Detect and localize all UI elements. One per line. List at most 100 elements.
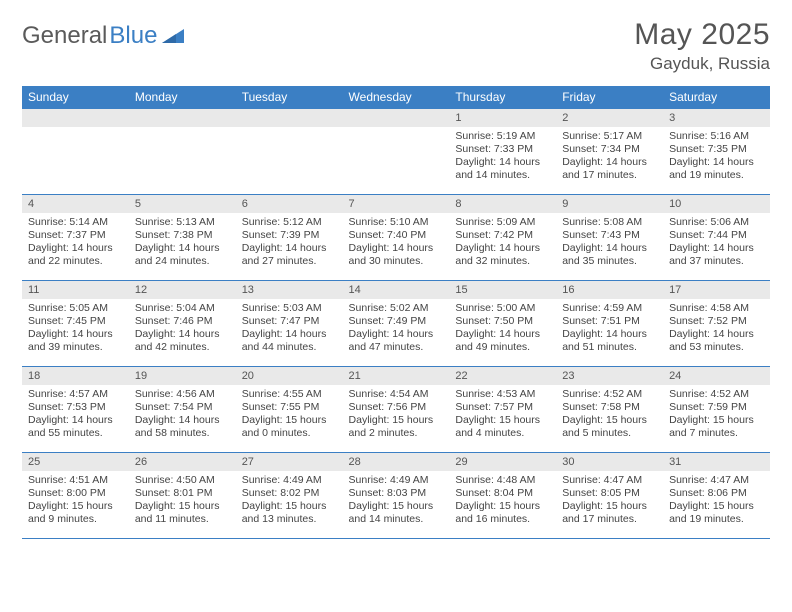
day-details: Sunrise: 4:48 AMSunset: 8:04 PMDaylight:… [449, 471, 556, 528]
day-number: 26 [129, 453, 236, 471]
calendar-week-row: 1Sunrise: 5:19 AMSunset: 7:33 PMDaylight… [22, 109, 770, 195]
day-details: Sunrise: 4:47 AMSunset: 8:05 PMDaylight:… [556, 471, 663, 528]
daylight-text: Daylight: 14 hours and 22 minutes. [28, 242, 123, 268]
day-details: Sunrise: 5:14 AMSunset: 7:37 PMDaylight:… [22, 213, 129, 270]
sunrise-text: Sunrise: 4:51 AM [28, 474, 123, 487]
sunset-text: Sunset: 7:47 PM [242, 315, 337, 328]
day-details: Sunrise: 4:54 AMSunset: 7:56 PMDaylight:… [343, 385, 450, 442]
sunset-text: Sunset: 8:00 PM [28, 487, 123, 500]
day-number: 13 [236, 281, 343, 299]
sunset-text: Sunset: 7:59 PM [669, 401, 764, 414]
day-number: 1 [449, 109, 556, 127]
daylight-text: Daylight: 15 hours and 0 minutes. [242, 414, 337, 440]
logo-triangle-icon [162, 22, 184, 50]
day-number: 30 [556, 453, 663, 471]
weekday-header: Monday [129, 86, 236, 109]
day-number: 7 [343, 195, 450, 213]
day-number: 16 [556, 281, 663, 299]
day-number: 9 [556, 195, 663, 213]
sunset-text: Sunset: 7:55 PM [242, 401, 337, 414]
daylight-text: Daylight: 14 hours and 37 minutes. [669, 242, 764, 268]
sunrise-text: Sunrise: 5:09 AM [455, 216, 550, 229]
calendar-day-cell: 30Sunrise: 4:47 AMSunset: 8:05 PMDayligh… [556, 453, 663, 539]
calendar-day-cell: 18Sunrise: 4:57 AMSunset: 7:53 PMDayligh… [22, 367, 129, 453]
day-details: Sunrise: 5:08 AMSunset: 7:43 PMDaylight:… [556, 213, 663, 270]
calendar-day-cell: 9Sunrise: 5:08 AMSunset: 7:43 PMDaylight… [556, 195, 663, 281]
day-details: Sunrise: 4:49 AMSunset: 8:03 PMDaylight:… [343, 471, 450, 528]
daylight-text: Daylight: 14 hours and 58 minutes. [135, 414, 230, 440]
day-details: Sunrise: 5:12 AMSunset: 7:39 PMDaylight:… [236, 213, 343, 270]
day-number: 18 [22, 367, 129, 385]
day-number: 23 [556, 367, 663, 385]
sunrise-text: Sunrise: 5:04 AM [135, 302, 230, 315]
day-details: Sunrise: 4:47 AMSunset: 8:06 PMDaylight:… [663, 471, 770, 528]
calendar-day-cell: 5Sunrise: 5:13 AMSunset: 7:38 PMDaylight… [129, 195, 236, 281]
calendar-week-row: 11Sunrise: 5:05 AMSunset: 7:45 PMDayligh… [22, 281, 770, 367]
day-details: Sunrise: 5:05 AMSunset: 7:45 PMDaylight:… [22, 299, 129, 356]
calendar-day-cell: 28Sunrise: 4:49 AMSunset: 8:03 PMDayligh… [343, 453, 450, 539]
day-number: 10 [663, 195, 770, 213]
calendar-day-cell: 16Sunrise: 4:59 AMSunset: 7:51 PMDayligh… [556, 281, 663, 367]
sunrise-text: Sunrise: 4:52 AM [669, 388, 764, 401]
calendar-day-cell [236, 109, 343, 195]
sunrise-text: Sunrise: 4:49 AM [349, 474, 444, 487]
day-number: 17 [663, 281, 770, 299]
daylight-text: Daylight: 15 hours and 5 minutes. [562, 414, 657, 440]
calendar-day-cell [129, 109, 236, 195]
weekday-header-row: Sunday Monday Tuesday Wednesday Thursday… [22, 86, 770, 109]
day-number: 29 [449, 453, 556, 471]
logo-text-2: Blue [109, 22, 157, 50]
calendar-day-cell: 1Sunrise: 5:19 AMSunset: 7:33 PMDaylight… [449, 109, 556, 195]
sunrise-text: Sunrise: 5:16 AM [669, 130, 764, 143]
sunrise-text: Sunrise: 4:48 AM [455, 474, 550, 487]
calendar-day-cell: 29Sunrise: 4:48 AMSunset: 8:04 PMDayligh… [449, 453, 556, 539]
calendar-day-cell: 2Sunrise: 5:17 AMSunset: 7:34 PMDaylight… [556, 109, 663, 195]
calendar-day-cell: 15Sunrise: 5:00 AMSunset: 7:50 PMDayligh… [449, 281, 556, 367]
calendar-day-cell: 17Sunrise: 4:58 AMSunset: 7:52 PMDayligh… [663, 281, 770, 367]
daylight-text: Daylight: 15 hours and 17 minutes. [562, 500, 657, 526]
logo: GeneralBlue [22, 18, 184, 50]
day-number: 15 [449, 281, 556, 299]
calendar-week-row: 4Sunrise: 5:14 AMSunset: 7:37 PMDaylight… [22, 195, 770, 281]
sunset-text: Sunset: 7:58 PM [562, 401, 657, 414]
month-title: May 2025 [634, 18, 770, 52]
sunset-text: Sunset: 7:35 PM [669, 143, 764, 156]
daylight-text: Daylight: 14 hours and 47 minutes. [349, 328, 444, 354]
weekday-header: Friday [556, 86, 663, 109]
sunset-text: Sunset: 8:02 PM [242, 487, 337, 500]
sunrise-text: Sunrise: 4:47 AM [669, 474, 764, 487]
day-details: Sunrise: 5:19 AMSunset: 7:33 PMDaylight:… [449, 127, 556, 184]
calendar-day-cell: 6Sunrise: 5:12 AMSunset: 7:39 PMDaylight… [236, 195, 343, 281]
calendar-page: GeneralBlue May 2025 Gayduk, Russia Sund… [0, 0, 792, 539]
daylight-text: Daylight: 15 hours and 14 minutes. [349, 500, 444, 526]
calendar-day-cell: 11Sunrise: 5:05 AMSunset: 7:45 PMDayligh… [22, 281, 129, 367]
day-number [236, 109, 343, 127]
weekday-header: Tuesday [236, 86, 343, 109]
day-number: 14 [343, 281, 450, 299]
day-number [343, 109, 450, 127]
daylight-text: Daylight: 15 hours and 11 minutes. [135, 500, 230, 526]
calendar-day-cell: 10Sunrise: 5:06 AMSunset: 7:44 PMDayligh… [663, 195, 770, 281]
day-details: Sunrise: 5:06 AMSunset: 7:44 PMDaylight:… [663, 213, 770, 270]
sunrise-text: Sunrise: 5:14 AM [28, 216, 123, 229]
day-details: Sunrise: 5:13 AMSunset: 7:38 PMDaylight:… [129, 213, 236, 270]
sunset-text: Sunset: 8:05 PM [562, 487, 657, 500]
sunrise-text: Sunrise: 5:10 AM [349, 216, 444, 229]
daylight-text: Daylight: 15 hours and 2 minutes. [349, 414, 444, 440]
daylight-text: Daylight: 14 hours and 53 minutes. [669, 328, 764, 354]
day-details: Sunrise: 4:55 AMSunset: 7:55 PMDaylight:… [236, 385, 343, 442]
daylight-text: Daylight: 14 hours and 19 minutes. [669, 156, 764, 182]
calendar-day-cell: 25Sunrise: 4:51 AMSunset: 8:00 PMDayligh… [22, 453, 129, 539]
daylight-text: Daylight: 15 hours and 4 minutes. [455, 414, 550, 440]
sunset-text: Sunset: 7:44 PM [669, 229, 764, 242]
daylight-text: Daylight: 14 hours and 14 minutes. [455, 156, 550, 182]
calendar-day-cell: 21Sunrise: 4:54 AMSunset: 7:56 PMDayligh… [343, 367, 450, 453]
calendar-day-cell: 3Sunrise: 5:16 AMSunset: 7:35 PMDaylight… [663, 109, 770, 195]
sunset-text: Sunset: 8:03 PM [349, 487, 444, 500]
daylight-text: Daylight: 14 hours and 27 minutes. [242, 242, 337, 268]
day-details: Sunrise: 4:58 AMSunset: 7:52 PMDaylight:… [663, 299, 770, 356]
daylight-text: Daylight: 14 hours and 44 minutes. [242, 328, 337, 354]
daylight-text: Daylight: 14 hours and 49 minutes. [455, 328, 550, 354]
location-label: Gayduk, Russia [634, 54, 770, 74]
day-number: 27 [236, 453, 343, 471]
